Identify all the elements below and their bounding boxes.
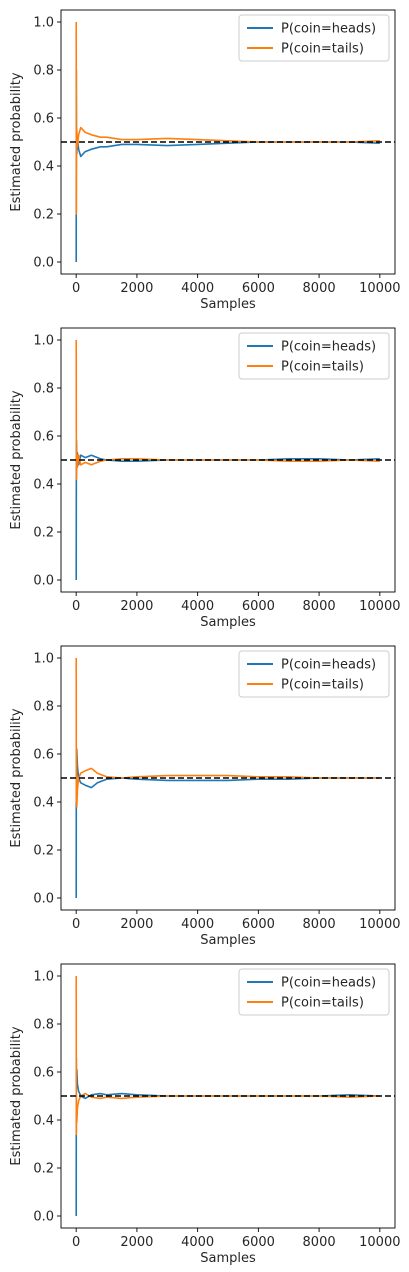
x-tick-label: 8000 xyxy=(303,599,336,614)
y-tick-label: 0.0 xyxy=(33,1210,54,1225)
x-axis-label: Samples xyxy=(200,615,256,630)
series-line-heads xyxy=(75,1056,380,1217)
x-tick-label: 0 xyxy=(72,599,80,614)
legend-box xyxy=(238,650,390,698)
x-tick-label: 6000 xyxy=(242,281,275,296)
series-line-heads xyxy=(75,439,380,581)
legend-label-tails: P(coin=tails) xyxy=(281,996,364,1011)
y-tick-label: 1.0 xyxy=(33,970,54,985)
x-tick-label: 0 xyxy=(72,281,80,296)
series-line-tails xyxy=(75,657,380,808)
legend-box xyxy=(238,332,390,380)
x-tick-label: 8000 xyxy=(303,1235,336,1250)
y-tick-label: 0.6 xyxy=(33,112,54,127)
y-tick-label: 0.8 xyxy=(33,64,54,79)
x-tick-label: 8000 xyxy=(303,281,336,296)
y-tick-label: 0.8 xyxy=(33,1018,54,1033)
x-tick-label: 4000 xyxy=(181,599,214,614)
axes-frame xyxy=(60,327,396,593)
y-tick-label: 0.4 xyxy=(33,160,54,175)
y-tick-label: 0.6 xyxy=(33,1066,54,1081)
x-tick-label: 0 xyxy=(72,1235,80,1250)
series-line-heads xyxy=(75,748,380,899)
y-tick-label: 0.2 xyxy=(33,844,54,859)
y-tick-label: 1.0 xyxy=(33,16,54,31)
y-tick-label: 1.0 xyxy=(33,652,54,667)
y-tick-label: 0.8 xyxy=(33,382,54,397)
x-axis-label: Samples xyxy=(200,933,256,948)
legend-box xyxy=(238,968,390,1016)
y-tick-label: 0.4 xyxy=(33,796,54,811)
y-tick-label: 1.0 xyxy=(33,334,54,349)
series-line-heads xyxy=(75,69,380,263)
x-axis-label: Samples xyxy=(200,297,256,312)
y-tick-label: 0.0 xyxy=(33,892,54,907)
legend-label-tails: P(coin=tails) xyxy=(281,42,364,57)
x-tick-label: 2000 xyxy=(120,599,153,614)
plot-area xyxy=(61,21,395,263)
x-tick-label: 10000 xyxy=(359,1235,400,1250)
legend-label-heads: P(coin=heads) xyxy=(281,658,376,673)
legend-label-heads: P(coin=heads) xyxy=(281,22,376,37)
legend: P(coin=heads) P(coin=tails) xyxy=(238,650,390,698)
x-tick-label: 2000 xyxy=(120,281,153,296)
axes-frame xyxy=(60,645,396,911)
legend: P(coin=heads) P(coin=tails) xyxy=(238,968,390,1016)
y-axis-label: Estimated probability xyxy=(9,1026,24,1165)
y-tick-label: 0.2 xyxy=(33,208,54,223)
x-tick-label: 10000 xyxy=(359,281,400,296)
chart-panel-1: 0 2000 4000 6000 8000 10000 0.0 0.2 0.4 0.6 0.8 1.0… xyxy=(9,9,400,312)
legend: P(coin=heads) P(coin=tails) xyxy=(238,14,390,62)
y-axis-label: Estimated probability xyxy=(9,708,24,847)
legend-label-heads: P(coin=heads) xyxy=(281,976,376,991)
chart-panel-2: 0 2000 4000 6000 8000 10000 0.0 0.2 0.4 0.6 0.8 1.0… xyxy=(9,327,400,630)
x-tick-label: 6000 xyxy=(242,917,275,932)
x-axis-label: Samples xyxy=(200,1251,256,1266)
plot-area xyxy=(61,975,395,1217)
x-tick-label: 2000 xyxy=(120,1235,153,1250)
x-tick-label: 8000 xyxy=(303,917,336,932)
x-tick-label: 4000 xyxy=(181,1235,214,1250)
y-tick-label: 0.6 xyxy=(33,748,54,763)
axes-frame xyxy=(60,963,396,1229)
y-tick-label: 0.0 xyxy=(33,256,54,271)
legend-label-tails: P(coin=tails) xyxy=(281,360,364,375)
legend-label-heads: P(coin=heads) xyxy=(281,340,376,355)
x-tick-label: 6000 xyxy=(242,1235,275,1250)
x-tick-label: 0 xyxy=(72,917,80,932)
x-tick-label: 4000 xyxy=(181,281,214,296)
y-axis-label: Estimated probability xyxy=(9,390,24,529)
x-tick-label: 4000 xyxy=(181,917,214,932)
axes-frame xyxy=(60,9,396,275)
chart-panel-4: 0 2000 4000 6000 8000 10000 0.0 0.2 0.4 0.6 0.8 1.0… xyxy=(9,963,400,1266)
x-tick-label: 10000 xyxy=(359,917,400,932)
y-tick-label: 0.4 xyxy=(33,478,54,493)
y-tick-label: 0.8 xyxy=(33,700,54,715)
legend-label-tails: P(coin=tails) xyxy=(281,678,364,693)
chart-panel-3: 0 2000 4000 6000 8000 10000 0.0 0.2 0.4 0.6 0.8 1.0… xyxy=(9,645,400,948)
y-axis-label: Estimated probability xyxy=(9,72,24,211)
y-tick-label: 0.6 xyxy=(33,430,54,445)
y-tick-label: 0.2 xyxy=(33,1162,54,1177)
legend: P(coin=heads) P(coin=tails) xyxy=(238,332,390,380)
y-tick-label: 0.0 xyxy=(33,574,54,589)
plot-area xyxy=(61,339,395,581)
y-tick-label: 0.4 xyxy=(33,1114,54,1129)
legend-box xyxy=(238,14,390,62)
x-tick-label: 2000 xyxy=(120,917,153,932)
x-tick-label: 10000 xyxy=(359,599,400,614)
x-tick-label: 6000 xyxy=(242,599,275,614)
plot-area xyxy=(61,657,395,899)
y-tick-label: 0.2 xyxy=(33,526,54,541)
